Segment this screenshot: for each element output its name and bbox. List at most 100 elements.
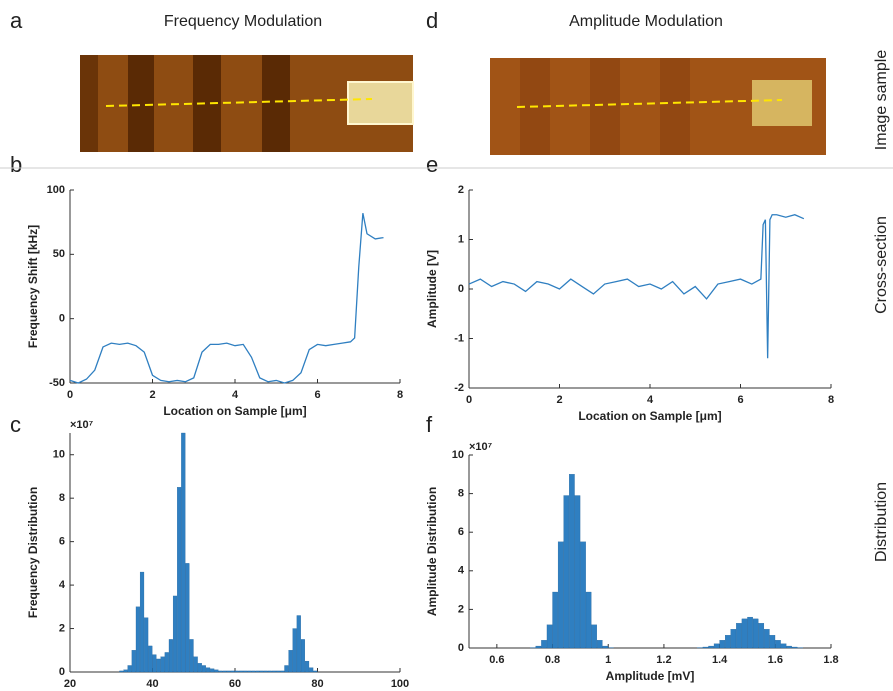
y-tick-label: 0: [59, 666, 65, 678]
histogram-bar: [271, 670, 277, 673]
panel-letter: b: [10, 152, 22, 177]
histogram-bar: [752, 618, 759, 649]
y-tick-label: -1: [454, 332, 464, 344]
x-tick-label: 1.4: [712, 654, 728, 666]
x-tick-label: 2: [149, 389, 155, 401]
histogram-bar: [552, 591, 558, 649]
histogram-bar: [197, 663, 202, 673]
y-tick-label: 2: [458, 184, 464, 196]
x-tick-label: 1: [605, 654, 611, 666]
histogram-bar: [596, 640, 603, 649]
column-title: Frequency Modulation: [164, 13, 322, 30]
y-tick-label: 0: [458, 283, 464, 295]
y-tick-label: 0: [458, 642, 464, 654]
histogram-bar: [702, 646, 709, 649]
x-tick-label: 60: [229, 678, 241, 690]
x-tick-label: 80: [311, 678, 323, 690]
histogram-bar: [177, 487, 182, 673]
histogram-bar: [119, 670, 124, 673]
y-tick-label: 6: [59, 536, 65, 548]
x-tick-label: 4: [647, 394, 654, 406]
histogram-bar: [243, 670, 248, 673]
y-tick-label: 6: [458, 526, 464, 538]
histogram-bar: [304, 660, 310, 673]
row-label: Distribution: [873, 482, 890, 562]
histogram-bar: [775, 640, 781, 649]
panel-letter: f: [426, 412, 433, 437]
histogram-bar: [569, 474, 575, 649]
histogram-bar: [164, 652, 169, 673]
histogram-bar: [563, 495, 570, 649]
y-tick-label: 4: [59, 579, 66, 591]
histogram-bar: [741, 618, 748, 649]
x-axis-label: Amplitude [mV]: [606, 669, 695, 683]
histogram-bar: [210, 668, 215, 673]
image-sample-fm: [80, 55, 414, 152]
histogram-bar: [288, 650, 293, 673]
histogram-bar: [185, 563, 190, 673]
histogram-bar: [276, 670, 281, 673]
histogram-bar: [238, 670, 244, 673]
x-tick-label: 8: [828, 394, 834, 406]
x-tick-label: 1.2: [656, 654, 671, 666]
histogram-bar: [309, 667, 314, 673]
histogram-bar: [218, 670, 223, 673]
y-axis-label: Frequency Shift [kHz]: [26, 225, 40, 348]
x-tick-label: 1.8: [823, 654, 838, 666]
histogram-bar: [123, 669, 128, 673]
histogram-bar: [591, 624, 597, 649]
histogram-bar: [135, 606, 140, 673]
histogram-bar: [713, 643, 720, 649]
panel-letter: c: [10, 412, 21, 437]
y-tick-label: 100: [47, 184, 65, 196]
histogram-bar: [230, 670, 235, 673]
histogram-bar: [313, 670, 318, 673]
y-tick-label: 10: [53, 449, 65, 461]
histogram-bar: [284, 665, 289, 673]
y-tick-label: 2: [59, 622, 65, 634]
histogram-bar: [585, 591, 592, 649]
exponent-label: ×10⁷: [469, 441, 493, 453]
x-axis-label: Location on Sample [μm]: [578, 409, 721, 423]
histogram-bar: [247, 670, 252, 673]
histogram-bar: [786, 645, 792, 649]
row-label: Cross-section: [873, 216, 890, 314]
histogram-bar: [205, 667, 211, 673]
y-tick-label: 10: [452, 449, 464, 461]
x-tick-label: 100: [391, 678, 409, 690]
histogram-bar: [234, 670, 239, 673]
histogram-bar: [296, 615, 301, 673]
histogram-bar: [719, 640, 726, 649]
x-tick-label: 4: [232, 389, 239, 401]
image-sample-am: [490, 58, 826, 155]
histogram-bar: [300, 639, 305, 673]
x-tick-label: 0: [67, 389, 73, 401]
histogram-bar: [201, 665, 206, 673]
data-line: [468, 214, 805, 359]
y-tick-label: 2: [458, 603, 464, 615]
x-tick-label: 6: [314, 389, 320, 401]
histogram-bar: [602, 645, 609, 649]
panel-letter: a: [10, 8, 23, 33]
x-tick-label: 2: [556, 394, 562, 406]
histogram-bar: [148, 645, 153, 673]
histogram-bar: [152, 654, 157, 673]
histogram-bar: [535, 645, 542, 649]
histogram-bar: [292, 628, 297, 673]
histogram-bar: [267, 670, 272, 673]
histogram-bar: [725, 635, 731, 649]
histogram-bar: [222, 670, 227, 673]
histogram-bar: [736, 623, 742, 649]
histogram-bar: [541, 640, 547, 649]
x-tick-label: 40: [146, 678, 158, 690]
histogram-bar: [791, 646, 798, 649]
histogram-bar: [769, 635, 776, 649]
histogram-bar: [708, 645, 714, 649]
histogram-bar: [139, 571, 145, 673]
y-tick-label: -50: [49, 377, 65, 389]
histogram-bar: [758, 623, 765, 649]
histogram-bar: [259, 670, 264, 673]
x-tick-label: 0: [466, 394, 472, 406]
histogram-bar: [127, 665, 132, 673]
